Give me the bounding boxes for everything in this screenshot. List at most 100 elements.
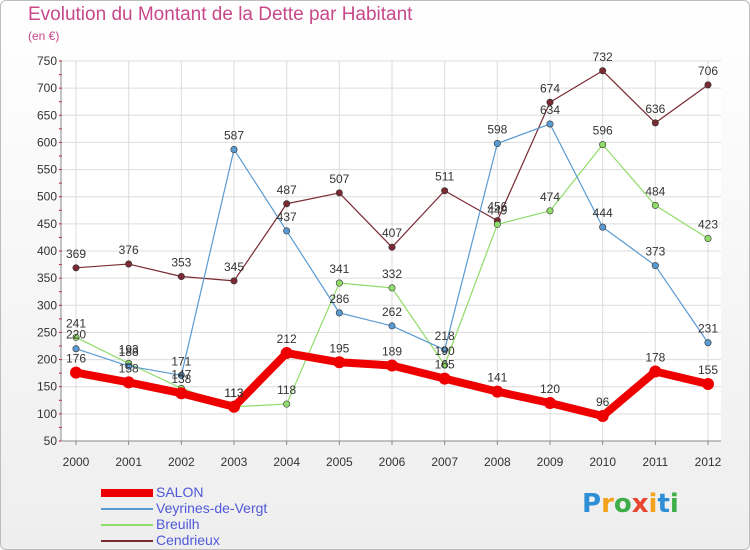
- data-label-cendrieux: 636: [645, 102, 665, 116]
- y-tick-label: 450: [37, 217, 57, 231]
- legend-item-cendrieux: Cendrieux: [101, 532, 341, 549]
- data-label-cendrieux: 456: [487, 200, 507, 214]
- data-point-salon: [649, 365, 662, 378]
- data-label-salon: 158: [119, 361, 139, 375]
- proxiti-logo: Proxiti: [582, 489, 679, 519]
- data-label-cendrieux: 487: [277, 183, 297, 197]
- legend-label: Breuilh: [156, 516, 200, 532]
- y-tick-label: 250: [37, 325, 57, 339]
- y-tick-label: 550: [37, 163, 57, 177]
- data-point-breuilh: [283, 400, 291, 408]
- data-label-salon: 141: [487, 371, 507, 385]
- data-point-veyrines-de-vergt: [388, 322, 396, 330]
- x-tick-label: 2001: [115, 455, 142, 469]
- axis-layer: 50 100 150 200 250 300 350 400 450 500 550 600 650 70…: [37, 54, 722, 469]
- data-point-salon: [491, 385, 504, 398]
- data-label-breuilh: 341: [329, 262, 349, 276]
- data-label-cendrieux: 407: [382, 226, 402, 240]
- data-point-salon: [386, 359, 398, 372]
- y-tick-label: 750: [37, 54, 57, 68]
- y-tick-label: 400: [37, 244, 57, 258]
- logo-letter: P: [582, 489, 602, 519]
- legend-swatch: [101, 540, 153, 542]
- data-label-breuilh: 193: [119, 342, 139, 356]
- x-tick-label: 2007: [431, 455, 458, 469]
- data-label-salon: 120: [540, 382, 560, 396]
- logo-letter: i: [669, 489, 679, 519]
- data-point-breuilh: [388, 284, 396, 292]
- data-label-cendrieux: 732: [593, 50, 613, 64]
- data-label-veyrines-de-vergt: 220: [66, 328, 86, 342]
- x-tick-label: 2004: [273, 455, 300, 469]
- data-point-veyrines-de-vergt: [72, 345, 80, 353]
- x-tick-label: 2003: [221, 455, 248, 469]
- data-label-breuilh: 241: [66, 316, 86, 330]
- data-label-veyrines-de-vergt: 587: [224, 128, 244, 142]
- data-label-veyrines-de-vergt: 373: [645, 245, 665, 259]
- data-label-breuilh: 484: [645, 184, 665, 198]
- data-point-cendrieux: [72, 264, 80, 272]
- data-point-salon: [702, 378, 714, 390]
- data-label-salon: 96: [596, 395, 610, 409]
- data-label-veyrines-de-vergt: 231: [698, 322, 718, 336]
- data-label-veyrines-de-vergt: 171: [171, 354, 191, 368]
- data-label-cendrieux: 511: [435, 170, 454, 184]
- data-label-cendrieux: 706: [698, 64, 718, 78]
- data-point-breuilh: [441, 361, 449, 369]
- y-tick-label: 650: [37, 108, 57, 122]
- legend-label: Cendrieux: [156, 532, 220, 548]
- data-label-breuilh: 190: [435, 344, 455, 358]
- data-label-veyrines-de-vergt: 262: [382, 305, 402, 319]
- x-tick-label: 2011: [642, 455, 668, 469]
- data-point-salon: [544, 397, 556, 409]
- data-label-salon: 189: [382, 345, 402, 359]
- data-label-salon: 138: [171, 372, 191, 386]
- legend: SALON Veyrines-de-Vergt Breuilh Cendrieux: [101, 484, 341, 549]
- data-point-veyrines-de-vergt: [493, 140, 501, 148]
- x-tick-label: 2009: [537, 455, 564, 469]
- data-label-veyrines-de-vergt: 444: [593, 206, 613, 220]
- data-point-cendrieux: [230, 277, 238, 285]
- data-point-veyrines-de-vergt: [704, 339, 712, 347]
- data-label-cendrieux: 507: [329, 172, 349, 186]
- data-point-breuilh: [546, 207, 554, 215]
- y-tick-label: 150: [37, 380, 57, 394]
- chart-title: Evolution du Montant de la Dette par Hab…: [28, 4, 413, 25]
- data-label-salon: 178: [645, 351, 665, 365]
- data-point-veyrines-de-vergt: [546, 120, 554, 128]
- legend-swatch: [101, 489, 153, 497]
- data-label-veyrines-de-vergt: 598: [487, 123, 507, 137]
- chart-unit-label: (en €): [28, 29, 60, 43]
- logo-letter: t: [657, 489, 670, 519]
- data-point-salon: [438, 372, 451, 385]
- data-label-breuilh: 332: [382, 267, 402, 281]
- y-tick-label: 700: [37, 81, 57, 95]
- legend-item-veyrines-de-vergt: Veyrines-de-Vergt: [101, 500, 341, 517]
- data-point-breuilh: [493, 220, 501, 228]
- y-tick-label: 300: [37, 298, 57, 312]
- series-layer: [70, 67, 714, 423]
- data-point-veyrines-de-vergt: [651, 262, 659, 270]
- data-point-cendrieux: [388, 243, 396, 251]
- data-label-breuilh: 423: [698, 218, 718, 232]
- data-label-veyrines-de-vergt: 634: [540, 103, 560, 117]
- x-tick-label: 2012: [695, 455, 722, 469]
- data-point-salon: [596, 410, 609, 423]
- x-tick-label: 2002: [168, 455, 195, 469]
- data-label-salon: 155: [698, 363, 718, 377]
- logo-letter: x: [631, 489, 649, 519]
- data-label-cendrieux: 674: [540, 81, 560, 95]
- data-label-cendrieux: 353: [171, 256, 191, 270]
- data-point-veyrines-de-vergt: [230, 145, 238, 153]
- data-point-breuilh: [335, 279, 343, 287]
- legend-label: Veyrines-de-Vergt: [156, 500, 268, 516]
- data-point-veyrines-de-vergt: [441, 346, 449, 354]
- data-point-veyrines-de-vergt: [283, 227, 291, 235]
- data-label-layer: 369 376 353 345 487 507 407 511 456 674 732 636 706 2…: [66, 50, 718, 409]
- legend-swatch: [101, 508, 153, 510]
- x-tick-label: 2005: [326, 455, 353, 469]
- x-tick-label: 2000: [63, 455, 90, 469]
- data-label-cendrieux: 369: [66, 247, 86, 261]
